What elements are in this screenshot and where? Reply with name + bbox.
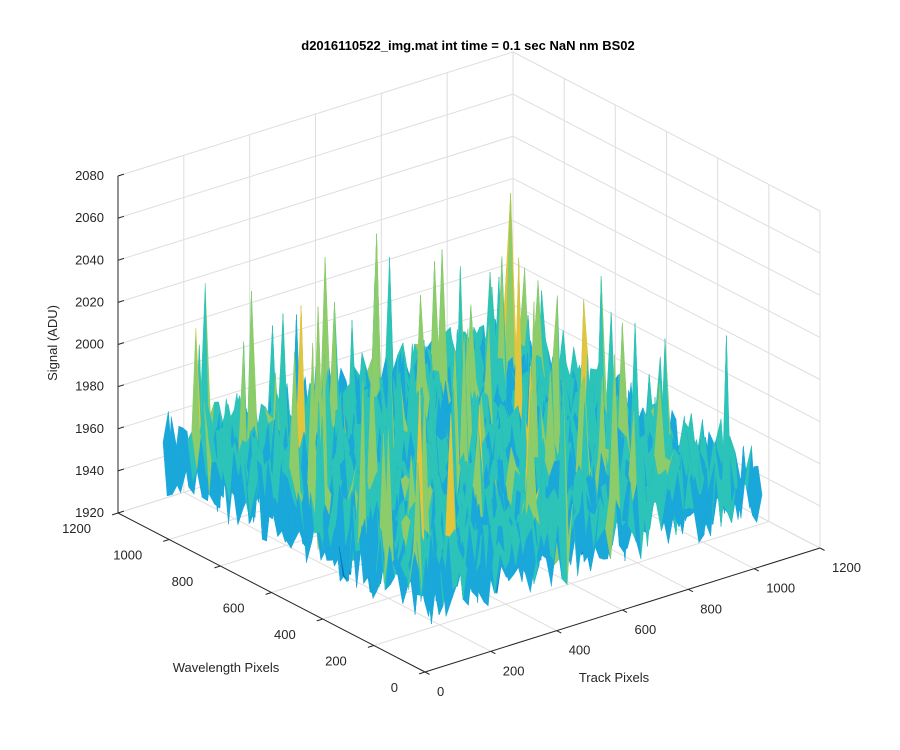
z-tick-label: 1940 [75,463,104,478]
surface-patch [420,558,431,610]
y-tick-mark [163,539,170,542]
z-tick-mark [117,300,125,303]
x-tick-mark [556,630,562,634]
z-tick-mark [117,468,125,472]
x-tick-label: 400 [569,643,591,658]
x-tick-mark [753,568,760,572]
x-tick-label: 1200 [832,560,861,575]
x-tick-mark [490,650,496,655]
y-tick-label: 1000 [113,548,142,563]
grid-line-wall-z [512,51,821,212]
z-tick-label: 2020 [75,294,104,309]
z-tick-label: 2080 [75,168,104,183]
y-tick-mark [367,645,374,648]
grid-line-floor-y [373,521,769,646]
y-tick-label: 1200 [62,521,91,536]
z-tick-mark [117,426,125,430]
grid-line-wall-z [512,177,821,338]
x-tick-mark [622,609,628,613]
z-tick-mark [117,510,125,514]
y-tick-label: 200 [325,654,347,669]
z-tick-mark [117,173,125,177]
x-tick-label: 1000 [766,581,795,596]
x-tick-label: 200 [503,663,525,678]
z-tick-label: 2040 [75,252,104,267]
grid-line-wall-z [117,220,514,345]
z-tick-label: 2000 [75,337,104,352]
y-tick-label: 400 [274,627,296,642]
z-tick-mark [117,215,125,219]
x-tick-label: 600 [635,622,657,637]
grid-line-wall-z [117,135,514,261]
z-tick-label: 2060 [75,210,104,225]
grid-line-wall-z [117,51,514,177]
grid-line-wall-z [512,135,821,296]
data-surface [162,193,763,624]
grid-line-wall-z [512,220,821,380]
x-tick-mark [424,671,430,675]
z-axis-label: Signal (ADU) [45,305,60,381]
y-axis-ticks: 0 200 400 600 800 1000 1200 [62,512,426,695]
grid-line-wall-z [117,93,514,219]
z-axis-ticks: 1920 1940 1960 1980 2000 2020 2040 2060 2080 [75,168,125,520]
x-axis-label: Track Pixels [579,670,650,685]
y-tick-label: 800 [172,574,194,589]
y-tick-mark [316,618,323,622]
y-tick-mark [111,512,119,516]
z-tick-mark [117,257,125,261]
z-tick-mark [117,342,125,345]
z-tick-label: 1960 [75,421,104,436]
z-tick-mark [117,384,125,388]
y-tick-label: 0 [391,680,398,695]
x-tick-label: 800 [700,601,722,616]
x-tick-mark [819,547,825,551]
chart-title: d2016110522_img.mat int time = 0.1 sec N… [301,38,634,53]
grid-line-wall-z [117,304,514,430]
z-tick-label: 1980 [75,379,104,394]
x-tick-label: 0 [437,684,444,699]
y-tick-mark [418,671,426,675]
grid-line-wall-z [512,262,821,423]
y-tick-mark [265,592,272,595]
grid-line-wall-z [117,262,514,388]
grid-line-wall-z [512,93,821,254]
x-axis-ticks: 0 200 400 600 800 1000 1200 [424,547,861,699]
y-tick-label: 600 [223,601,245,616]
y-tick-mark [214,565,221,569]
x-tick-mark [688,588,694,593]
z-tick-label: 1920 [75,505,104,520]
grid-line-wall-z [117,177,514,303]
y-axis-label: Wavelength Pixels [173,660,280,675]
